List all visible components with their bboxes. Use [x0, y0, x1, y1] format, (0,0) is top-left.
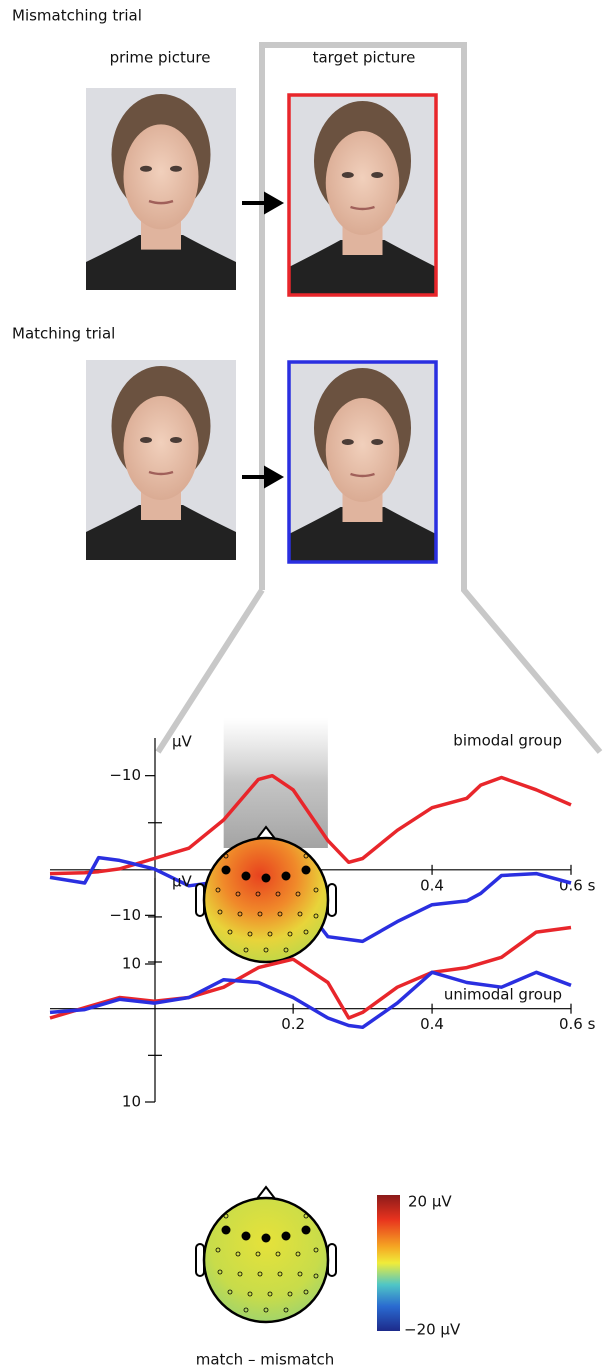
x-tick-label: 0.4 — [420, 876, 444, 894]
topo-map — [204, 838, 328, 962]
eye — [342, 439, 354, 445]
face — [124, 124, 199, 229]
x-tick-label: 0.6 s — [559, 876, 596, 894]
eye — [140, 166, 152, 172]
electrode-selected — [262, 874, 271, 883]
analysis-window — [224, 718, 328, 848]
page: Mismatching trial prime picture target p… — [0, 0, 615, 1371]
face-photo — [86, 88, 236, 290]
electrode-selected — [222, 866, 231, 875]
eye — [170, 166, 182, 172]
face-photo — [289, 362, 436, 562]
y-axis-label: μV — [172, 873, 193, 891]
electrode-selected — [222, 1226, 231, 1235]
x-tick-label: 0.6 s — [559, 1015, 596, 1033]
eye — [371, 172, 383, 178]
x-tick-label: 0.4 — [420, 1015, 444, 1033]
eye — [371, 439, 383, 445]
electrode-selected — [302, 866, 311, 875]
figure: Mismatching trial prime picture target p… — [0, 0, 615, 1371]
eye — [140, 437, 152, 443]
match-label: Matching trial — [12, 325, 115, 343]
y-tick-label: 10 — [122, 1093, 141, 1111]
x-tick-label: 0.2 — [281, 1015, 305, 1033]
electrode-selected — [262, 1234, 271, 1243]
target-label: target picture — [313, 49, 416, 67]
electrode-selected — [242, 1232, 251, 1241]
colorbar-caption: match – mismatch — [196, 1351, 335, 1369]
electrode-selected — [282, 872, 291, 881]
colorbar — [377, 1195, 400, 1331]
y-tick-label: −10 — [109, 766, 141, 784]
prime-label: prime picture — [110, 49, 211, 67]
face — [124, 396, 199, 500]
mismatch-label: Mismatching trial — [12, 7, 142, 25]
face — [326, 398, 400, 502]
topo-map — [204, 1198, 328, 1322]
electrode-selected — [282, 1232, 291, 1241]
y-tick-label: 10 — [122, 955, 141, 973]
face-photo — [86, 360, 236, 560]
colorbar-max: 20 μV — [408, 1193, 452, 1211]
face-photo — [289, 95, 436, 295]
electrode-selected — [302, 1226, 311, 1235]
face — [326, 131, 400, 235]
eye — [342, 172, 354, 178]
electrode-selected — [242, 872, 251, 881]
chart-title: bimodal group — [453, 732, 562, 750]
eye — [170, 437, 182, 443]
colorbar-min: −20 μV — [404, 1321, 461, 1339]
y-axis-label: μV — [172, 733, 193, 751]
y-tick-label: −10 — [109, 906, 141, 924]
